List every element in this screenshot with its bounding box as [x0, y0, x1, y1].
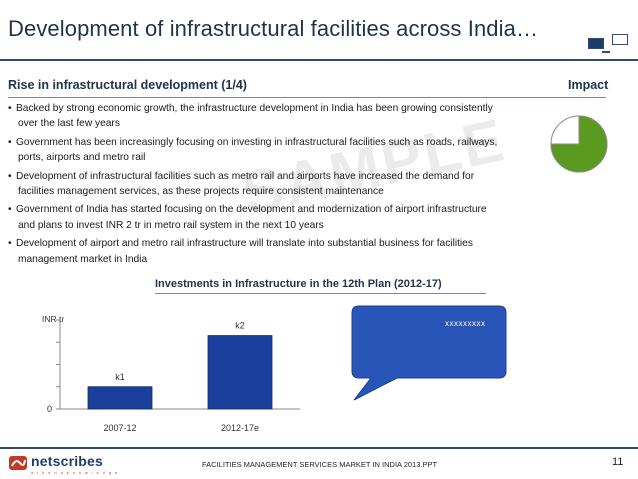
x-tick-label: 2007-12: [103, 423, 136, 433]
section-divider: [8, 97, 606, 98]
bar-2007-12: [87, 386, 153, 410]
bar-2012-17e: [207, 335, 273, 410]
logo-tagline: a t h e n a k n o w l e d g e: [31, 470, 119, 475]
title-divider: [0, 59, 638, 61]
callout-shape: [351, 305, 507, 401]
footer-report-title: FACILITIES MANAGEMENT SERVICES MARKET IN…: [202, 460, 438, 469]
callout-text: xxxxxxxxx: [445, 319, 486, 328]
bar-data-label: k2: [235, 321, 245, 331]
logo-mark-swoosh: [11, 459, 26, 467]
y-tick-label: 0: [47, 404, 52, 414]
netscribes-logo-icon: [9, 456, 27, 470]
bullet-list: Backed by strong economic growth, the in…: [8, 101, 503, 270]
section-heading: Rise in infrastructural development (1/4…: [8, 78, 247, 92]
chart-heading: Investments in Infrastructure in the 12t…: [155, 278, 442, 290]
bullet-item: Development of airport and metro rail in…: [8, 236, 503, 267]
y-axis-label: INR tr: [42, 314, 64, 324]
monitor-stand-icon: [602, 51, 610, 53]
footer-divider: [0, 447, 638, 449]
monitor-icon: [612, 34, 628, 45]
chart-heading-divider: [155, 293, 486, 294]
computer-monitors-icon: [588, 38, 604, 49]
bullet-item: Backed by strong economic growth, the in…: [8, 101, 503, 132]
bullet-item: Government of India has started focusing…: [8, 202, 503, 233]
page-number: 11: [612, 456, 624, 468]
logo-text: netscribes: [31, 453, 104, 469]
bar-data-label: k1: [115, 372, 125, 382]
impact-ball-fill: [550, 115, 608, 173]
bullet-item: Government has been increasingly focusin…: [8, 135, 503, 166]
bullet-item: Development of infrastructural facilitie…: [8, 169, 503, 200]
page-title: Development of infrastructural facilitie…: [8, 16, 539, 41]
bar-chart: 0 INR tr k1 2007-12 k2 2012-17e: [42, 314, 300, 433]
impact-harvey-ball: [550, 115, 608, 173]
logo-mark-background: [9, 456, 27, 470]
callout-box: [351, 305, 507, 401]
impact-heading: Impact: [568, 78, 609, 92]
x-tick-label: 2012-17e: [221, 423, 259, 433]
